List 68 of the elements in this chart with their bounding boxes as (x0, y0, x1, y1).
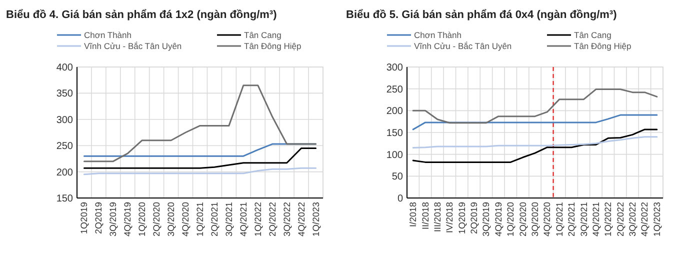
x-tick-label: 4Q/2022 (640, 202, 650, 237)
x-tick-label: 4Q/2019 (122, 202, 133, 237)
x-tick-label: 3Q/2020 (530, 202, 540, 237)
x-tick-label: 4Q/2021 (590, 202, 601, 237)
x-tick-label: 1Q/2023 (310, 202, 321, 237)
line-series (412, 128, 658, 163)
legend-label: Tân Đông Hiệp (244, 41, 302, 51)
legend-label: Tân Đông Hiệp (574, 41, 632, 51)
x-tick-label: 3Q/2021 (224, 202, 234, 237)
x-tick-label: II/2018 (420, 202, 430, 230)
y-tick-label: 300 (386, 62, 404, 74)
x-tick-label: 4Q/2020 (542, 202, 552, 237)
legend-label: Vĩnh Cửu - Bắc Tân Uyên (414, 41, 512, 51)
x-tick-label: 4Q/2021 (238, 202, 248, 237)
y-tick-label: 150 (386, 128, 404, 139)
x-tick-label: 2Q/2021 (209, 202, 220, 237)
x-tick-label: 4Q/2019 (493, 202, 504, 237)
legend-label: Tân Cang (574, 30, 612, 40)
x-tick-label: 1Q/2023 (652, 202, 662, 237)
x-tick-label: 2Q2019 (469, 202, 480, 234)
line-series (412, 136, 658, 149)
line-series (83, 167, 317, 176)
x-tick-label: 1Q/2021 (195, 202, 205, 237)
y-tick-label: 50 (392, 172, 404, 183)
y-tick-label: 300 (56, 114, 74, 126)
x-tick-label: 4Q/2020 (180, 202, 191, 237)
x-tick-label: 1Q/2022 (603, 202, 614, 237)
y-tick-label: 400 (56, 62, 74, 74)
chart-title: Biểu đồ 4. Giá bán sản phẩm đá 1x2 (ngàn đồng/m³) (6, 9, 278, 21)
y-tick-label: 200 (386, 106, 404, 118)
x-tick-label: 2Q/2020 (152, 202, 162, 237)
x-tick-label: 3Q/2019 (481, 202, 492, 237)
line-series (412, 114, 658, 130)
x-tick-label: 3Q/2021 (578, 202, 589, 237)
x-tick-label: 1Q/2022 (252, 202, 263, 237)
y-tick-label: 250 (386, 84, 404, 96)
x-tick-label: 2Q/2020 (518, 202, 528, 237)
chart-title: Biểu đồ 5. Giá bán sản phẩm đá 0x4 (ngàn đồng/m³) (346, 9, 618, 21)
legend-label: Vĩnh Cửu - Bắc Tân Uyên (84, 41, 182, 51)
legend-label: Tân Cang (244, 30, 282, 40)
x-tick-label: 3Q/2022 (282, 202, 292, 237)
line-series (83, 147, 317, 169)
line-series (83, 84, 317, 162)
y-tick-label: 250 (56, 141, 74, 152)
legend-label: Chơn Thành (84, 30, 132, 40)
x-tick-label: IV/2018 (444, 202, 455, 234)
x-tick-label: 2Q/2022 (615, 202, 626, 237)
x-tick-label: 2Q2019 (94, 202, 104, 234)
x-tick-label: 3Q/2020 (166, 202, 176, 237)
x-tick-label: 2Q/2021 (566, 202, 577, 237)
x-tick-label: 4Q/2022 (296, 202, 306, 237)
x-tick-label: 2Q/2022 (267, 202, 278, 237)
y-tick-label: 200 (56, 167, 74, 178)
x-tick-label: 1Q/2021 (554, 202, 564, 237)
line-series (412, 88, 658, 124)
x-tick-label: 3Q/2022 (628, 202, 638, 237)
legend-label: Chơn Thành (414, 30, 462, 40)
y-tick-label: 0 (397, 194, 404, 204)
x-tick-label: 1Q/2020 (137, 202, 148, 237)
y-tick-label: 350 (56, 88, 74, 100)
x-tick-label: 1Q/2020 (506, 202, 516, 237)
y-tick-label: 100 (386, 150, 404, 161)
y-tick-label: 150 (56, 194, 74, 204)
x-tick-label: 1Q2019 (79, 202, 90, 234)
x-tick-label: I/2018 (408, 202, 418, 228)
x-tick-label: 3Q/2019 (108, 202, 118, 237)
x-tick-label: III/2018 (432, 202, 442, 232)
x-tick-label: 1Q2019 (456, 202, 467, 234)
